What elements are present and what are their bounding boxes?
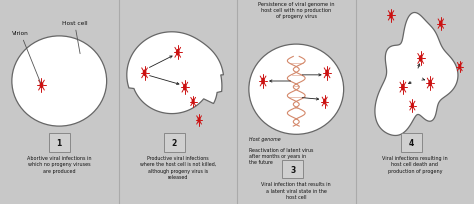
Circle shape [198,118,201,123]
Circle shape [323,99,327,105]
Ellipse shape [12,37,107,126]
FancyBboxPatch shape [48,134,70,152]
Circle shape [458,64,461,70]
Text: Persistence of viral genome in
host cell with no production
of progeny virus: Persistence of viral genome in host cell… [258,2,335,19]
Circle shape [419,56,423,62]
FancyBboxPatch shape [282,160,303,178]
Circle shape [325,70,329,77]
Text: 1: 1 [56,138,62,147]
Circle shape [389,13,393,19]
Circle shape [191,99,195,105]
Text: Reactivation of latent virus
after months or years in
the future: Reactivation of latent virus after month… [249,147,313,164]
Polygon shape [127,33,223,114]
Text: Virion: Virion [12,31,40,83]
Text: 4: 4 [409,138,414,147]
Circle shape [410,103,414,109]
Text: Viral infections resulting in
host cell death and
production of progeny: Viral infections resulting in host cell … [382,155,447,173]
Text: Productive viral infections
where the host cell is not killed,
although progeny : Productive viral infections where the ho… [140,155,216,179]
Text: Host cell: Host cell [62,20,87,54]
Circle shape [439,21,443,28]
Text: Host genome: Host genome [249,137,281,142]
Circle shape [143,70,146,77]
Circle shape [183,84,187,91]
Polygon shape [375,13,458,136]
Circle shape [261,78,265,85]
Text: 2: 2 [172,138,177,147]
FancyBboxPatch shape [401,134,422,152]
FancyBboxPatch shape [164,134,185,152]
Text: Viral infection that results in
a latent viral state in the
host cell: Viral infection that results in a latent… [262,182,331,199]
Circle shape [39,82,44,89]
Circle shape [428,80,432,87]
Text: 3: 3 [290,165,295,174]
Circle shape [176,50,180,56]
Text: Abortive viral infections in
which no progeny viruses
are produced: Abortive viral infections in which no pr… [27,155,91,173]
Circle shape [401,84,405,91]
Ellipse shape [249,45,344,135]
